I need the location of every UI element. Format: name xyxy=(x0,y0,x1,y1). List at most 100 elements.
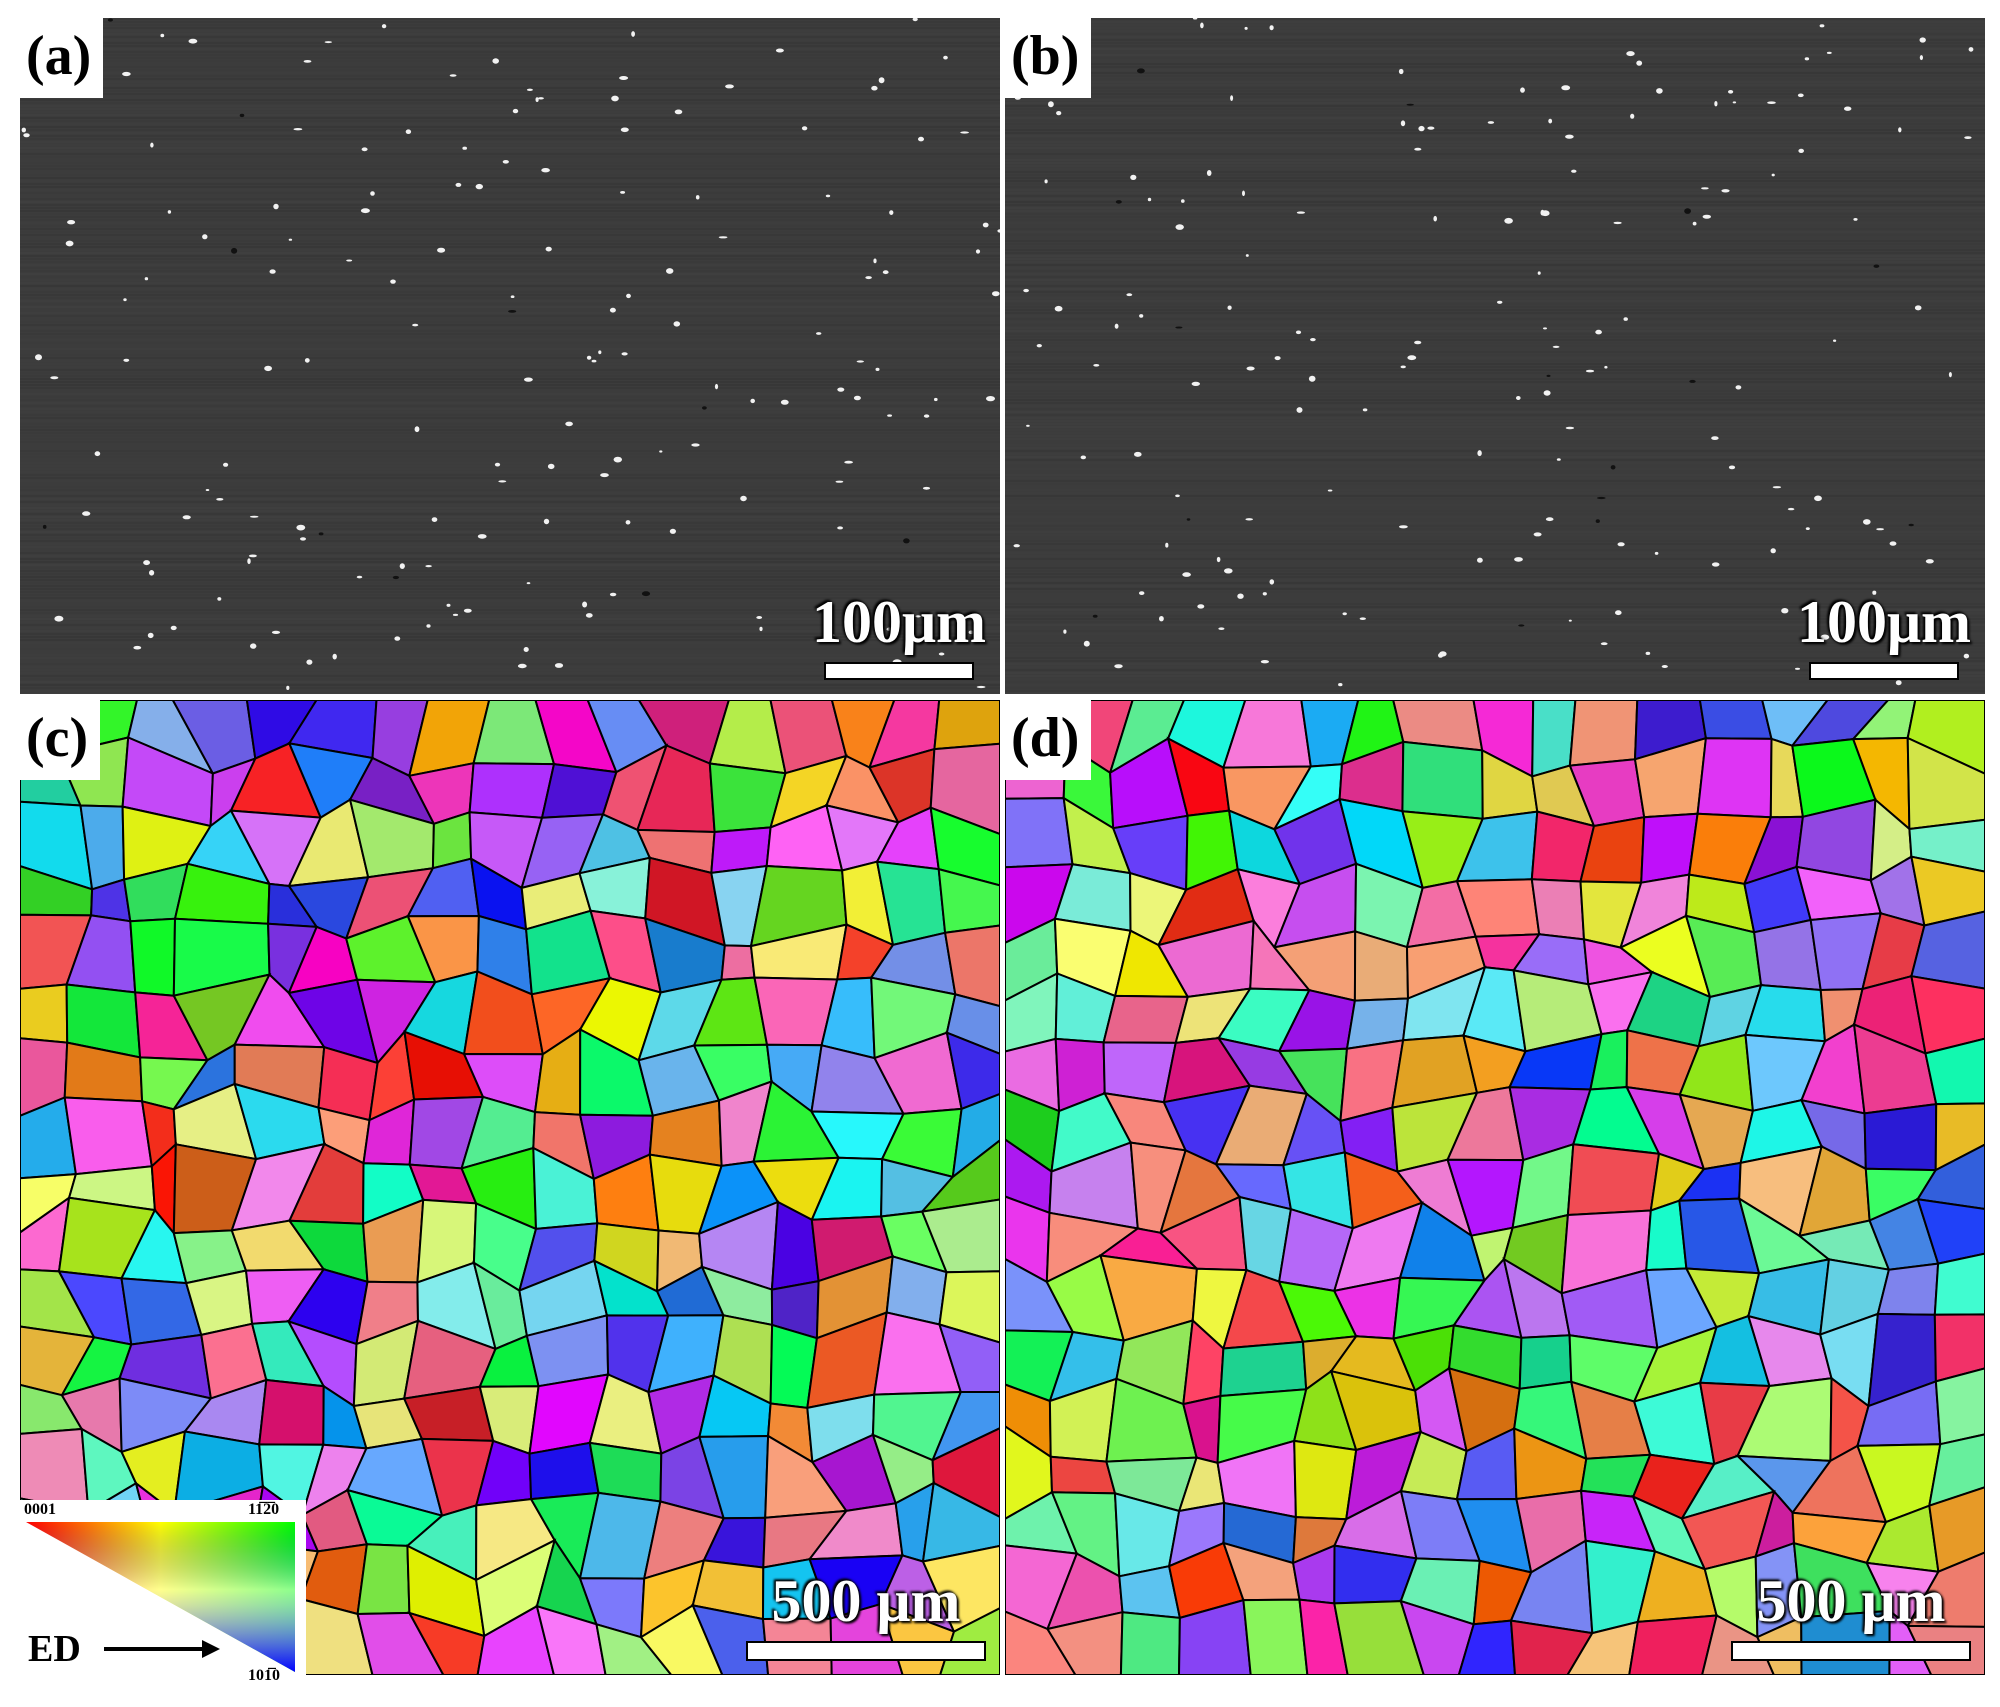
precipitate-particle xyxy=(750,398,755,404)
panel-b-sem-image: (b) 100μm xyxy=(1005,18,1985,694)
precipitate-particle xyxy=(875,367,880,371)
precipitate-particle xyxy=(517,663,527,669)
grain xyxy=(1457,1619,1517,1675)
precipitate-particle xyxy=(122,71,131,77)
precipitate-particle xyxy=(835,480,844,483)
grain xyxy=(1934,1102,1985,1172)
grain xyxy=(1916,1197,1985,1265)
precipitate-particle xyxy=(1798,148,1804,153)
precipitate-particle xyxy=(494,462,501,467)
precipitate-particle xyxy=(1833,339,1837,342)
precipitate-particle xyxy=(1126,293,1133,297)
grain xyxy=(1177,1598,1252,1675)
precipitate-particle xyxy=(1516,396,1521,400)
precipitate-particle xyxy=(1130,174,1137,180)
precipitate-particle xyxy=(1114,664,1123,669)
precipitate-particle xyxy=(1585,369,1595,373)
scale-bar-a: 100μm xyxy=(812,592,986,680)
grain xyxy=(407,1611,486,1675)
precipitate-particle xyxy=(621,352,628,356)
precipitate-particle xyxy=(702,406,707,410)
precipitate-particle xyxy=(1895,680,1902,686)
precipitate-particle xyxy=(370,191,375,196)
precipitate-particle xyxy=(390,279,396,284)
precipitate-particle xyxy=(1565,426,1575,430)
precipitate-particle xyxy=(756,616,763,619)
precipitate-particle xyxy=(626,293,631,299)
grain xyxy=(356,1543,411,1616)
precipitate-particle xyxy=(1804,57,1810,61)
scale-bar-c: 500 μm xyxy=(746,1571,986,1661)
precipitate-particle xyxy=(691,443,700,447)
scale-bar-line-b xyxy=(1809,662,1959,680)
grain xyxy=(1910,910,1985,990)
precipitate-particle xyxy=(1543,327,1547,330)
grain xyxy=(1908,818,1985,873)
precipitate-particle xyxy=(50,376,59,380)
precipitate-particle xyxy=(1711,562,1720,567)
precipitate-particle xyxy=(1872,590,1877,595)
precipitate-particle xyxy=(288,238,293,241)
precipitate-particle xyxy=(1147,197,1152,202)
precipitate-particle xyxy=(1056,111,1062,116)
precipitate-particle xyxy=(1626,51,1635,57)
ipf-triangle xyxy=(26,1522,295,1672)
precipitate-particle xyxy=(1399,525,1408,529)
precipitate-particle xyxy=(545,246,552,252)
precipitate-particle xyxy=(1433,215,1437,222)
precipitate-particle xyxy=(740,495,747,502)
precipitate-particle xyxy=(1548,118,1553,124)
grain xyxy=(468,762,556,819)
precipitate-particle xyxy=(147,632,154,639)
grain xyxy=(945,993,1000,1055)
precipitate-particle xyxy=(1260,660,1269,664)
precipitate-particle xyxy=(502,160,509,164)
precipitate-particle xyxy=(1181,199,1185,203)
precipitate-particle xyxy=(510,295,515,299)
precipitate-particle xyxy=(543,518,550,525)
precipitate-particle xyxy=(1735,385,1742,390)
grain xyxy=(1863,1102,1938,1172)
precipitate-particle xyxy=(35,354,42,361)
grain xyxy=(1916,1143,1985,1211)
precipitate-particle xyxy=(1262,592,1267,596)
precipitate-particle xyxy=(1237,593,1244,599)
precipitate-particle xyxy=(1414,147,1422,151)
grain xyxy=(1906,700,1985,775)
precipitate-particle xyxy=(431,517,438,522)
precipitate-particle xyxy=(1218,627,1225,630)
precipitate-particle xyxy=(296,524,306,531)
precipitate-particle xyxy=(150,142,154,148)
extrusion-direction-label: ED xyxy=(28,1628,81,1670)
precipitate-particle xyxy=(94,451,101,457)
precipitate-particle xyxy=(1600,642,1608,646)
grain xyxy=(476,1604,555,1675)
panel-label-d: (d) xyxy=(1005,700,1092,780)
precipitate-particle xyxy=(598,350,602,355)
grain xyxy=(1045,1610,1124,1675)
precipitate-particle xyxy=(1296,407,1303,413)
precipitate-particle xyxy=(853,395,861,401)
precipitate-particle xyxy=(1063,629,1067,634)
precipitate-particle xyxy=(1186,518,1191,521)
precipitate-particle xyxy=(264,365,272,372)
precipitate-particle xyxy=(170,625,177,631)
precipitate-particle xyxy=(1630,113,1635,119)
grain xyxy=(1924,1037,1985,1106)
grain xyxy=(1119,1611,1181,1675)
grain xyxy=(920,1198,1000,1274)
precipitate-particle xyxy=(873,258,877,264)
precipitate-particle xyxy=(1418,125,1425,132)
precipitate-particle xyxy=(455,182,462,187)
precipitate-particle xyxy=(718,236,728,239)
precipitate-particle xyxy=(381,24,387,29)
precipitate-particle xyxy=(239,113,245,118)
precipitate-particle xyxy=(1242,190,1245,197)
precipitate-particle xyxy=(666,268,674,274)
precipitate-particle xyxy=(1200,22,1204,29)
grain xyxy=(720,944,756,981)
precipitate-particle xyxy=(42,524,47,529)
precipitate-particle xyxy=(1826,51,1832,55)
precipitate-particle xyxy=(1615,610,1622,616)
grain xyxy=(1910,974,1985,1055)
